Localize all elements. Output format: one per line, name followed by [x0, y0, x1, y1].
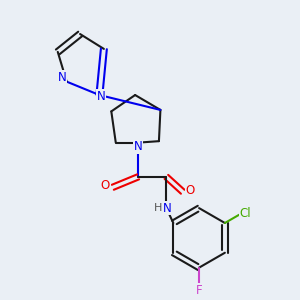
Text: Cl: Cl	[240, 207, 251, 220]
Text: O: O	[101, 179, 110, 192]
Text: O: O	[185, 184, 195, 197]
Text: N: N	[163, 202, 172, 214]
Text: H: H	[154, 203, 162, 213]
Text: N: N	[97, 90, 105, 103]
Text: F: F	[196, 284, 202, 297]
Text: N: N	[58, 71, 67, 84]
Text: N: N	[134, 140, 142, 153]
